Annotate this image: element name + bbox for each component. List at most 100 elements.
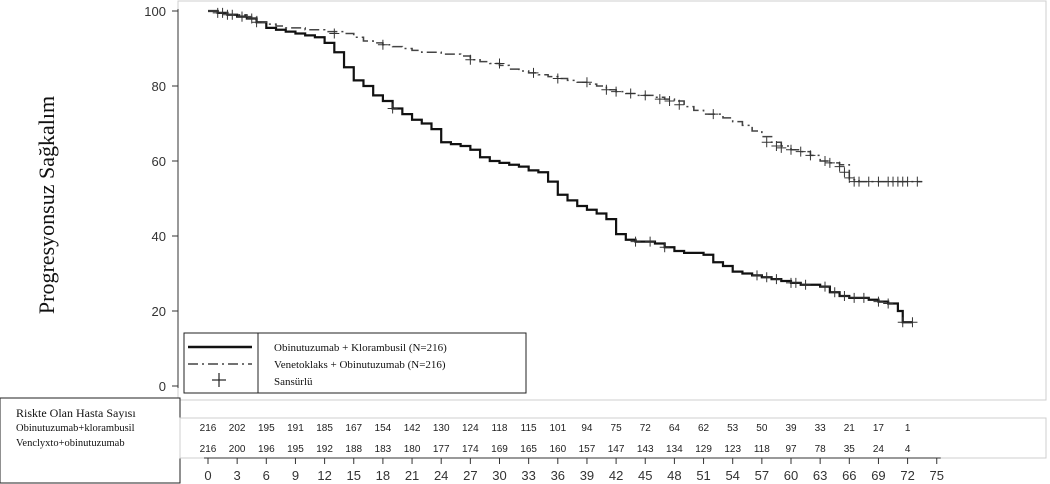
censor-mark-series-2 [674, 99, 685, 110]
risk-value-row-2: 24 [873, 444, 885, 455]
x-tick-label: 30 [492, 468, 506, 483]
risk-value-row-1: 94 [581, 423, 593, 434]
x-tick-label: 21 [405, 468, 419, 483]
censor-mark-series-1 [849, 292, 860, 303]
censor-mark-series-1 [858, 292, 869, 303]
x-tick-label: 36 [551, 468, 565, 483]
risk-table-label-box [0, 397, 181, 484]
risk-value-row-2: 183 [375, 444, 392, 455]
risk-value-row-1: 17 [873, 423, 885, 434]
x-tick-label: 3 [234, 468, 241, 483]
risk-value-row-1: 75 [611, 423, 623, 434]
risk-value-row-2: 129 [695, 444, 712, 455]
censor-mark-series-2 [839, 167, 850, 178]
risk-value-row-2: 196 [258, 444, 275, 455]
y-axis: 0 20 40 60 80 100 [144, 4, 179, 394]
censor-mark-series-2 [552, 73, 563, 84]
censor-mark-series-1 [751, 270, 762, 281]
risk-value-row-1: 50 [756, 423, 768, 434]
censor-mark-series-1 [829, 287, 840, 298]
risk-value-row-2: 192 [316, 444, 333, 455]
x-tick-label: 39 [580, 468, 594, 483]
risk-value-row-1: 118 [492, 423, 508, 434]
risk-value-row-1: 185 [316, 423, 333, 434]
x-tick-label: 42 [609, 468, 623, 483]
risk-table: Riskte Olan Hasta Sayısı Obinutuzumab+kl… [0, 397, 1047, 484]
risk-value-row-2: 195 [287, 444, 304, 455]
x-tick-label: 33 [521, 468, 535, 483]
series-line-2 [208, 10, 923, 183]
censor-mark-series-2 [854, 176, 865, 187]
risk-value-row-2: 169 [491, 444, 508, 455]
censor-mark-series-2 [212, 7, 223, 18]
risk-value-row-1: 1 [905, 423, 911, 434]
censor-mark-series-2 [581, 77, 592, 88]
x-tick-label: 18 [376, 468, 390, 483]
censor-mark-series-2 [795, 146, 806, 157]
risk-value-row-2: 200 [229, 444, 246, 455]
censor-mark-series-2 [776, 142, 787, 153]
censor-mark-series-2 [251, 17, 262, 28]
censor-mark-series-2 [377, 39, 388, 50]
risk-table-title: Riskte Olan Hasta Sayısı [16, 406, 136, 420]
risk-value-row-1: 154 [375, 423, 392, 434]
censor-mark-series-1 [630, 236, 641, 247]
risk-row-label-2: Venclyxto+obinutuzumab [16, 438, 125, 449]
censor-mark-series-2 [805, 150, 816, 161]
risk-value-row-2: 123 [724, 444, 741, 455]
censor-mark-series-2 [834, 161, 845, 172]
risk-value-row-1: 33 [815, 423, 827, 434]
risk-value-row-1: 142 [404, 423, 421, 434]
censor-mark-series-1 [873, 296, 884, 307]
censor-mark-series-1 [839, 291, 850, 301]
x-tick-label: 27 [463, 468, 477, 483]
risk-value-row-1: 202 [229, 423, 246, 434]
risk-value-row-2: 118 [754, 444, 770, 455]
legend-label-3: Sansürlü [274, 376, 313, 388]
censor-mark-series-2 [528, 67, 539, 78]
risk-value-row-2: 4 [905, 444, 911, 455]
censor-mark-series-2 [494, 58, 505, 69]
censor-mark-series-1 [771, 274, 782, 285]
censor-mark-series-2 [708, 109, 719, 120]
y-tick-label: 60 [152, 154, 166, 169]
y-tick-label: 80 [152, 79, 166, 94]
censor-mark-series-2 [761, 137, 772, 148]
risk-value-row-1: 115 [521, 423, 537, 434]
censor-mark-series-2 [873, 176, 884, 187]
censor-mark-series-1 [761, 272, 772, 283]
risk-value-row-2: 97 [785, 444, 797, 455]
x-tick-label: 60 [784, 468, 798, 483]
risk-value-row-2: 177 [433, 444, 450, 455]
risk-value-row-1: 53 [727, 423, 739, 434]
censor-mark-series-1 [883, 298, 894, 309]
risk-value-row-2: 157 [579, 444, 596, 455]
series-layer [208, 7, 923, 328]
y-tick-label: 20 [152, 304, 166, 319]
censor-mark-series-1 [897, 317, 908, 328]
y-axis-label: Progresyonsuz Sağkalım [34, 96, 59, 314]
y-tick-label: 0 [159, 379, 166, 394]
risk-value-row-1: 130 [433, 423, 450, 434]
legend-box [183, 332, 527, 394]
y-tick-label: 100 [144, 4, 166, 19]
x-tick-label: 75 [930, 468, 944, 483]
legend-label-2: Venetoklaks + Obinutuzumab (N=216) [274, 359, 446, 371]
risk-value-row-1: 72 [640, 423, 652, 434]
censor-mark-series-2 [786, 144, 796, 155]
risk-value-row-1: 39 [785, 423, 797, 434]
risk-value-row-2: 180 [404, 444, 421, 455]
x-tick-label: 6 [263, 468, 270, 483]
x-tick-label: 51 [696, 468, 710, 483]
risk-value-row-2: 143 [637, 444, 654, 455]
censor-mark-series-2 [912, 176, 923, 187]
censor-mark-series-2 [820, 156, 831, 166]
censor-mark-series-2 [237, 11, 248, 22]
censor-mark-series-1 [790, 277, 801, 288]
x-tick-label: 69 [871, 468, 885, 483]
x-tick-label: 48 [667, 468, 681, 483]
risk-value-row-1: 124 [462, 423, 479, 434]
risk-value-row-2: 134 [666, 444, 683, 455]
risk-table-values: 216 202 195 191 185 167 154 142 130 124 118 115 101 9… [200, 423, 911, 455]
risk-value-row-1: 21 [844, 423, 856, 434]
